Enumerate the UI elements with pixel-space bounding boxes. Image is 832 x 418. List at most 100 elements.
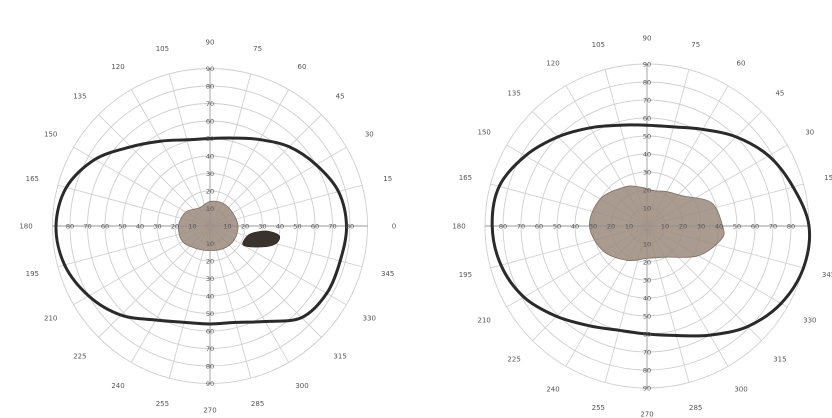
angle-label: 195 (459, 271, 472, 279)
eccentricity-label: 10 (206, 205, 214, 213)
angle-label: 345 (381, 270, 394, 278)
angle-label: 300 (295, 382, 308, 390)
eccentricity-label: 10 (661, 223, 669, 231)
angle-label: 165 (459, 174, 472, 182)
eccentricity-label: 20 (643, 187, 651, 195)
angle-label: 105 (156, 45, 169, 53)
eccentricity-label: 30 (258, 223, 266, 231)
angle-label: 195 (26, 270, 39, 278)
angle-label: 30 (805, 129, 814, 137)
eccentricity-label: 80 (643, 79, 651, 87)
eccentricity-label: 20 (206, 188, 214, 196)
eccentricity-label: 30 (206, 170, 214, 178)
eccentricity-label: 30 (589, 223, 597, 231)
angle-label: 240 (111, 382, 124, 390)
eccentricity-label: 20 (679, 223, 687, 231)
eccentricity-label: 40 (643, 151, 651, 159)
eccentricity-label: 10 (223, 223, 231, 231)
angle-label: 30 (365, 131, 374, 139)
eccentricity-label: 50 (733, 223, 741, 231)
angle-label: 270 (203, 407, 216, 415)
dark-scotoma (242, 230, 281, 248)
angle-label: 270 (640, 411, 653, 418)
angle-label: 240 (546, 385, 559, 393)
meridian-line (98, 114, 211, 227)
meridian-line (168, 225, 211, 379)
angle-label: 150 (478, 129, 491, 137)
eccentricity-label: 10 (188, 223, 196, 231)
angle-label: 105 (592, 41, 605, 49)
eccentricity-label: 60 (206, 118, 214, 126)
eccentricity-label: 90 (206, 380, 214, 388)
eccentricity-label: 60 (101, 223, 109, 231)
eccentricity-label: 60 (311, 223, 319, 231)
angle-label: 255 (592, 404, 605, 412)
angle-label: 75 (691, 41, 700, 49)
eccentricity-label: 80 (66, 223, 74, 231)
angle-label: 60 (737, 60, 746, 68)
angle-label: 225 (507, 355, 520, 363)
eccentricity-label: 70 (328, 223, 336, 231)
eccentricity-label: 40 (715, 223, 723, 231)
eccentricity-label: 50 (118, 223, 126, 231)
angle-label: 0 (392, 223, 396, 231)
eccentricity-label: 40 (206, 153, 214, 161)
eccentricity-label: 90 (643, 385, 651, 393)
eccentricity-label: 90 (206, 65, 214, 73)
angle-label: 225 (73, 353, 86, 361)
meridian-line (209, 73, 252, 227)
eccentricity-label: 70 (83, 223, 91, 231)
eccentricity-label: 30 (153, 223, 161, 231)
angle-label: 15 (824, 174, 832, 182)
angle-label: 300 (734, 385, 747, 393)
angle-label: 315 (333, 353, 346, 361)
angle-label: 15 (383, 175, 392, 183)
eccentricity-label: 80 (346, 223, 354, 231)
eccentricity-label: 60 (751, 223, 759, 231)
angle-label: 60 (298, 63, 307, 71)
angle-label: 210 (478, 317, 491, 325)
eccentricity-label: 60 (643, 115, 651, 123)
meridian-line (168, 73, 211, 227)
eccentricity-label: 60 (643, 331, 651, 339)
eccentricity-label: 40 (206, 293, 214, 301)
angle-label: 120 (111, 63, 124, 71)
right-visual-field-chart: 0153045607590105120135150165180195210225… (452, 35, 832, 418)
angle-label: 285 (689, 404, 702, 412)
central-scotoma (178, 200, 239, 251)
eccentricity-label: 90 (643, 61, 651, 69)
eccentricity-label: 30 (643, 169, 651, 177)
angle-label: 120 (546, 60, 559, 68)
eccentricity-label: 80 (787, 223, 795, 231)
angle-label: 75 (253, 45, 262, 53)
eccentricity-label: 50 (206, 310, 214, 318)
eccentricity-label: 80 (643, 367, 651, 375)
eccentricity-label: 50 (643, 313, 651, 321)
eccentricity-label: 70 (643, 97, 651, 105)
eccentricity-label: 70 (206, 345, 214, 353)
eccentricity-label: 40 (571, 223, 579, 231)
eccentricity-label: 60 (535, 223, 543, 231)
angle-label: 135 (73, 92, 86, 100)
eccentricity-label: 50 (293, 223, 301, 231)
eccentricity-label: 80 (499, 223, 507, 231)
eccentricity-label: 20 (206, 258, 214, 266)
angle-label: 345 (822, 271, 832, 279)
left-visual-field-chart: 0 15 30 45 60 75 90 105 120 135 150 165 180 195 210 225… (19, 39, 396, 415)
eccentricity-label: 10 (206, 240, 214, 248)
angle-label: 165 (26, 175, 39, 183)
eccentricity-label: 50 (206, 135, 214, 143)
angle-label: 315 (773, 355, 786, 363)
eccentricity-label: 20 (241, 223, 249, 231)
eccentricity-label: 80 (206, 363, 214, 371)
eccentricity-label: 50 (643, 133, 651, 141)
eccentricity-label: 80 (206, 83, 214, 91)
eccentricity-label: 60 (206, 328, 214, 336)
eccentricity-label: 10 (643, 241, 651, 249)
eccentricity-label: 40 (643, 295, 651, 303)
eccentricity-label: 20 (607, 223, 615, 231)
isopter-boundary (54, 136, 349, 326)
meridian-line (130, 89, 211, 227)
eccentricity-label: 40 (136, 223, 144, 231)
